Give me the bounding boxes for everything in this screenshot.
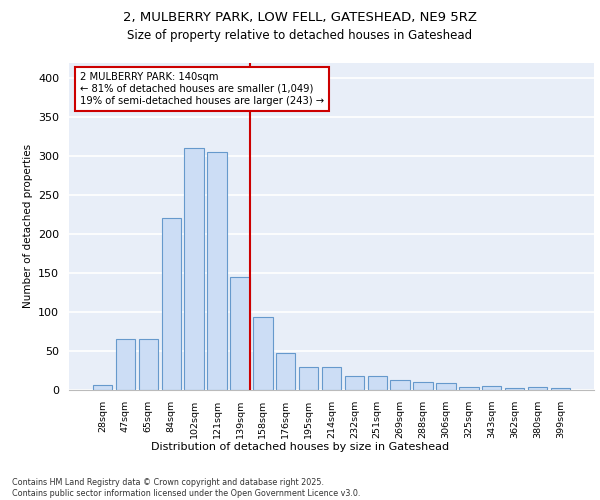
Bar — [116, 340, 135, 390]
Bar — [93, 384, 112, 390]
Bar — [322, 366, 341, 390]
Bar — [161, 218, 181, 390]
Bar — [139, 340, 158, 390]
Bar — [230, 277, 250, 390]
Bar — [208, 152, 227, 390]
Y-axis label: Number of detached properties: Number of detached properties — [23, 144, 32, 308]
Bar — [528, 387, 547, 390]
Bar — [482, 386, 502, 390]
Bar — [505, 388, 524, 390]
Bar — [459, 387, 479, 390]
Bar — [184, 148, 204, 390]
Bar — [253, 318, 272, 390]
Text: 2 MULBERRY PARK: 140sqm
← 81% of detached houses are smaller (1,049)
19% of semi: 2 MULBERRY PARK: 140sqm ← 81% of detache… — [79, 72, 323, 106]
Text: 2, MULBERRY PARK, LOW FELL, GATESHEAD, NE9 5RZ: 2, MULBERRY PARK, LOW FELL, GATESHEAD, N… — [123, 12, 477, 24]
Bar — [299, 366, 319, 390]
Bar — [368, 376, 387, 390]
Bar — [551, 388, 570, 390]
Bar — [436, 383, 455, 390]
Text: Distribution of detached houses by size in Gateshead: Distribution of detached houses by size … — [151, 442, 449, 452]
Bar — [391, 380, 410, 390]
Text: Contains HM Land Registry data © Crown copyright and database right 2025.
Contai: Contains HM Land Registry data © Crown c… — [12, 478, 361, 498]
Bar — [276, 352, 295, 390]
Text: Size of property relative to detached houses in Gateshead: Size of property relative to detached ho… — [127, 28, 473, 42]
Bar — [413, 382, 433, 390]
Bar — [344, 376, 364, 390]
